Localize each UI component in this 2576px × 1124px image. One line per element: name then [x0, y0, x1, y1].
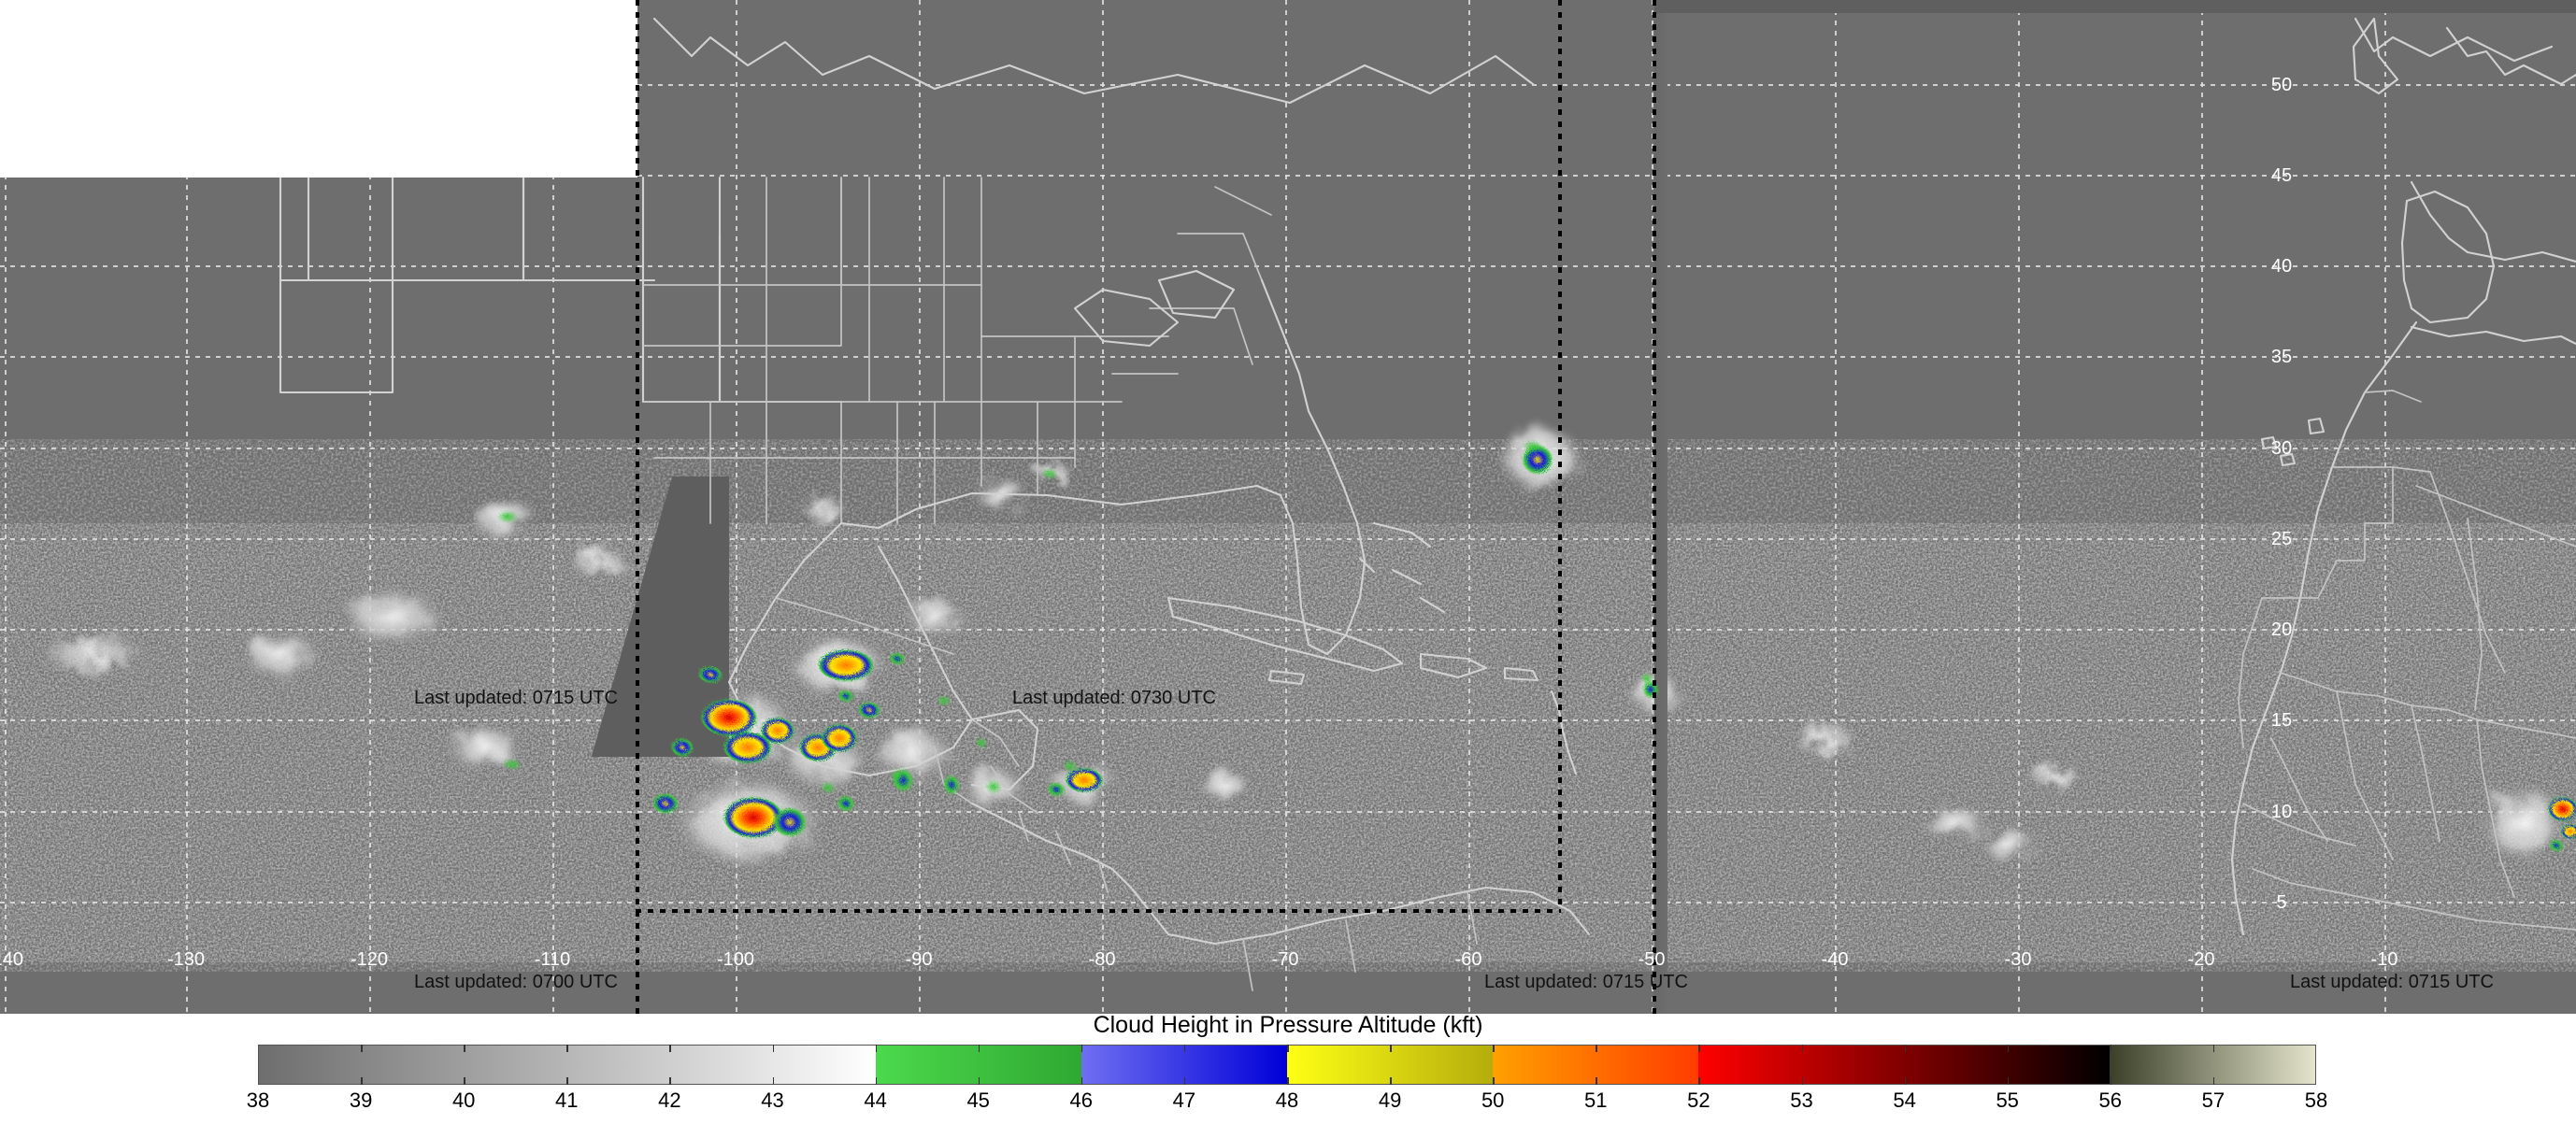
lon-tick--140: -140 — [0, 949, 24, 970]
colorbar-tick-labels: 38 39 40 41 42 43 44 45 46 47 48 49 50 51 52 53 54 55 56 57… — [0, 1088, 2576, 1120]
lon-tick--40: -40 — [1821, 949, 1849, 970]
lat-tick-5: 5 — [2276, 892, 2287, 913]
lon-tick--10: -10 — [2370, 949, 2398, 970]
map-panel-base — [0, 178, 2576, 1014]
timestamp-west: Last updated: 0700 UTC — [414, 972, 618, 992]
colorbar-area: Cloud Height in Pressure Altitude (kft) … — [0, 1012, 2576, 1124]
colorbar-tick-38: 38 — [246, 1088, 270, 1112]
lat-tick-20: 20 — [2270, 619, 2293, 640]
colorbar-tick-43: 43 — [761, 1088, 784, 1112]
timestamp-pacific: Last updated: 0715 UTC — [414, 688, 618, 708]
lat-tick-10: 10 — [2270, 802, 2293, 822]
lon-tick--90: -90 — [905, 949, 933, 970]
lat-tick-15: 15 — [2270, 710, 2293, 731]
colorbar-tick-39: 39 — [349, 1088, 373, 1112]
sector-divider-atlantic — [1653, 0, 1656, 1014]
colorbar-tick-56: 56 — [2098, 1088, 2123, 1112]
timestamp-americas: Last updated: 0730 UTC — [1012, 688, 1216, 708]
lat-tick-35: 35 — [2270, 347, 2293, 367]
colorbar-tick-45: 45 — [966, 1088, 990, 1112]
colorbar-title: Cloud Height in Pressure Altitude (kft) — [1093, 1012, 1483, 1038]
colorbar-tick-46: 46 — [1069, 1088, 1094, 1112]
lon-tick--50: -50 — [1638, 949, 1666, 970]
colorbar-tick-50: 50 — [1481, 1088, 1505, 1112]
colorbar[interactable] — [258, 1045, 2316, 1085]
lon-tick--70: -70 — [1271, 949, 1299, 970]
lon-tick--20: -20 — [2187, 949, 2215, 970]
colorbar-tick-58: 58 — [2304, 1088, 2328, 1112]
lat-tick-50: 50 — [2270, 75, 2293, 95]
colorbar-tick-52: 52 — [1687, 1088, 1710, 1112]
satellite-limb-shade — [1654, 0, 1667, 1014]
lat-tick-25: 25 — [2270, 529, 2293, 549]
top-strip-shade — [1654, 0, 2576, 13]
lat-tick-40: 40 — [2270, 256, 2293, 277]
colorbar-tick-54: 54 — [1893, 1088, 1916, 1112]
satellite-map[interactable]: 50 45 40 35 30 25 20 15 10 5 -140 -130 -… — [0, 0, 2576, 1014]
lon-tick--60: -60 — [1454, 949, 1482, 970]
timestamp-atlantic-west: Last updated: 0715 UTC — [1484, 972, 1688, 992]
colorbar-tick-41: 41 — [555, 1088, 579, 1112]
colorbar-tick-42: 42 — [658, 1088, 681, 1112]
lon-tick--80: -80 — [1088, 949, 1116, 970]
lon-tick--100: -100 — [716, 949, 755, 970]
colorbar-tick-44: 44 — [864, 1088, 887, 1112]
timestamp-atlantic-east: Last updated: 0715 UTC — [2290, 972, 2494, 992]
sector-divider-east — [1558, 0, 1562, 911]
lon-tick--120: -120 — [350, 949, 389, 970]
no-data-mask — [0, 0, 636, 178]
lat-tick-30: 30 — [2270, 438, 2293, 459]
colorbar-tick-40: 40 — [451, 1088, 476, 1112]
colorbar-tick-49: 49 — [1378, 1088, 1402, 1112]
sector-divider-south — [636, 909, 1561, 913]
colorbar-tick-48: 48 — [1275, 1088, 1299, 1112]
colorbar-tick-55: 55 — [1996, 1088, 2019, 1112]
colorbar-tick-47: 47 — [1172, 1088, 1196, 1112]
sector-divider-west — [636, 0, 639, 1014]
colorbar-tick-51: 51 — [1584, 1088, 1608, 1112]
lon-tick--130: -130 — [166, 949, 206, 970]
colorbar-gradient — [259, 1046, 2315, 1084]
colorbar-tick-57: 57 — [2201, 1088, 2225, 1112]
lon-tick--110: -110 — [534, 949, 571, 970]
lon-tick--30: -30 — [2004, 949, 2032, 970]
colorbar-tick-53: 53 — [1790, 1088, 1813, 1112]
lat-tick-45: 45 — [2270, 165, 2293, 186]
